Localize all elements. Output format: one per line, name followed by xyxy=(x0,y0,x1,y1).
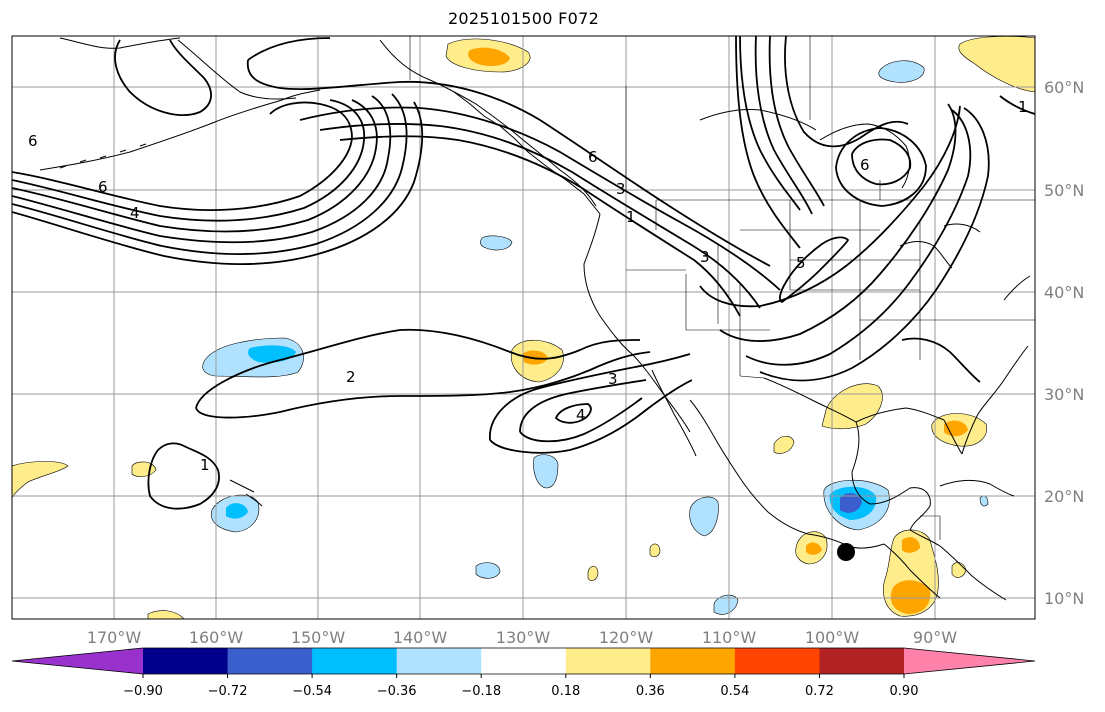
lat-label: 30°N xyxy=(1044,385,1084,404)
shade-neg-tiny-c xyxy=(475,562,501,579)
shade-neg-tiny-d xyxy=(713,594,739,615)
colorbar-bin xyxy=(396,648,482,674)
lon-label: 160°W xyxy=(189,628,244,647)
colorbar-bin xyxy=(143,648,229,674)
lon-label: 130°W xyxy=(496,628,551,647)
contour-label: 4 xyxy=(576,406,586,424)
chart-title: 2025101500 F072 xyxy=(447,9,600,28)
lon-label: 90°W xyxy=(913,628,957,647)
lon-label: 170°W xyxy=(87,628,142,647)
colorbar-extend-max xyxy=(904,648,1035,674)
colorbar-tick-label: 0.36 xyxy=(636,684,665,699)
shade-pos-greenland xyxy=(958,36,1035,93)
contour-label: 1 xyxy=(1018,98,1028,116)
shade-neg-small-b xyxy=(533,454,559,489)
map-frame xyxy=(11,35,1036,620)
contour-label: 4 xyxy=(130,204,140,222)
contour-label: 1 xyxy=(200,456,210,474)
colorbar-tick-label: 0.90 xyxy=(890,684,919,699)
shade-pos-tiny-b xyxy=(587,565,599,581)
colorbar-tick-label: 0.72 xyxy=(805,684,834,699)
contour-label: 6 xyxy=(588,148,598,166)
colorbar: −0.90 −0.72 −0.54 −0.36 −0.18 0.18 0.36 0.54 0.7… xyxy=(11,647,1036,699)
shade-neg-east-tiny xyxy=(979,495,989,507)
colorbar-tick-label: −0.36 xyxy=(377,684,417,699)
contour-label: 3 xyxy=(700,248,710,266)
shade-pos-gulf-alaska-core xyxy=(468,47,510,66)
colorbar-tick-label: −0.90 xyxy=(123,684,163,699)
contour-label: 6 xyxy=(860,156,870,174)
contour-label: 1 xyxy=(626,208,636,226)
latitude-labels: 60°N 50°N 40°N 30°N 20°N 10°N xyxy=(1044,78,1084,608)
colorbar-tick-label: 0.18 xyxy=(551,684,580,699)
shade-pos-tiny-f xyxy=(147,610,185,619)
contour-label: 6 xyxy=(28,132,38,150)
shade-neg-small-c xyxy=(689,496,719,537)
lat-label: 40°N xyxy=(1044,283,1084,302)
colorbar-bin xyxy=(565,648,651,674)
colorbar-tick-label: −0.72 xyxy=(208,684,248,699)
colorbar-extend-min xyxy=(12,648,143,674)
shade-neg-hawaii-core xyxy=(226,503,248,519)
colorbar-bin xyxy=(227,648,313,674)
shade-pos-sw-mexico-core xyxy=(806,542,822,555)
lat-label: 10°N xyxy=(1044,589,1084,608)
colorbar-bin xyxy=(312,648,398,674)
colorbar-bin xyxy=(734,648,820,674)
lat-label: 50°N xyxy=(1044,181,1084,200)
contour-labels: 6 4 6 3 1 3 5 6 2 3 4 1 1 6 xyxy=(28,98,1028,474)
contour-label: 6 xyxy=(98,178,108,196)
lon-label: 140°W xyxy=(393,628,448,647)
height-anomaly-contours xyxy=(12,36,1035,510)
colorbar-tick-label: −0.54 xyxy=(292,684,332,699)
contour-label: 5 xyxy=(796,254,806,272)
lon-label: 150°W xyxy=(291,628,346,647)
shade-neg-small-a xyxy=(480,235,513,251)
shade-pos-central-america-core2 xyxy=(890,580,931,614)
colorbar-bin xyxy=(481,648,567,674)
shade-pos-tiny-a xyxy=(649,543,661,558)
colorbar-bin xyxy=(650,648,736,674)
lon-label: 100°W xyxy=(805,628,860,647)
lat-label: 20°N xyxy=(1044,487,1084,506)
colorbar-tick-label: 0.54 xyxy=(720,684,749,699)
lat-label: 60°N xyxy=(1044,78,1084,97)
shaded-anomalies xyxy=(12,36,1035,619)
contour-label: 3 xyxy=(608,370,618,388)
shade-neg-bay-campeche-core xyxy=(840,493,862,513)
longitude-labels: 170°W 160°W 150°W 140°W 130°W 120°W 110°… xyxy=(87,628,957,647)
contour-label: 3 xyxy=(616,180,626,198)
shade-pos-dateline-west xyxy=(12,461,69,499)
typhoon-center-dot xyxy=(837,543,855,561)
lon-label: 110°W xyxy=(702,628,757,647)
shade-pos-mexico-small xyxy=(773,435,795,454)
shade-pos-central-america-core xyxy=(902,537,920,553)
lon-label: 120°W xyxy=(599,628,654,647)
colorbar-bin xyxy=(819,648,905,674)
contour-label: 2 xyxy=(346,368,356,386)
shade-neg-hudson xyxy=(878,60,925,83)
colorbar-tick-label: −0.18 xyxy=(461,684,501,699)
